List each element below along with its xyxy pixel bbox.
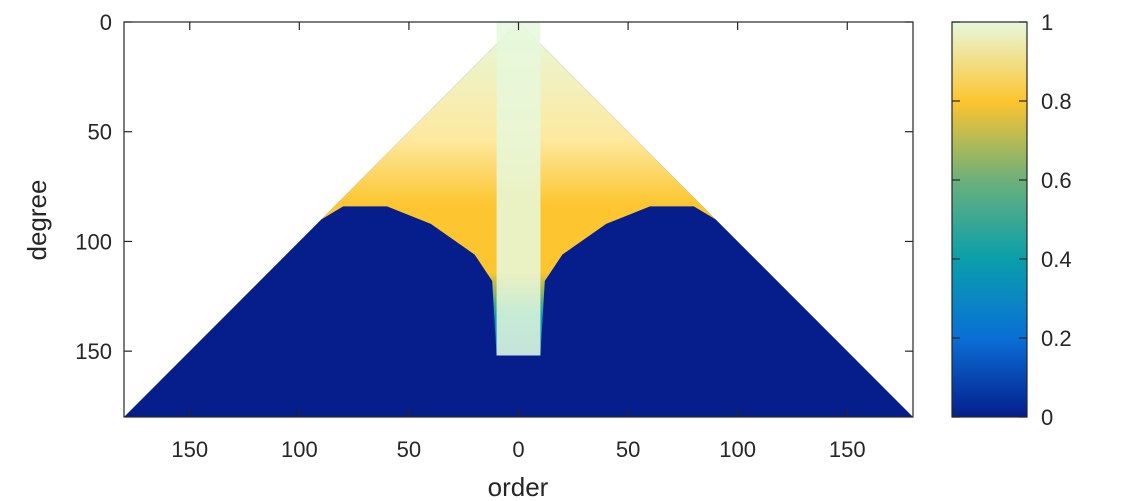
y-tick-label: 150 [75, 339, 112, 364]
colorbar-frame [951, 21, 1028, 418]
x-tick-label: 150 [171, 437, 208, 462]
y-tick-label: 50 [88, 120, 112, 145]
colorbar-tick-label: 0.6 [1041, 168, 1072, 193]
x-tick-label: 100 [719, 437, 756, 462]
x-axis-label: order [488, 472, 549, 501]
colorbar-tick-label: 0.2 [1041, 326, 1072, 351]
x-tick-label: 0 [512, 437, 524, 462]
y-tick-label: 100 [75, 229, 112, 254]
colorbar-tick-label: 0.4 [1041, 247, 1072, 272]
y-tick-label: 0 [100, 10, 112, 35]
colorbar-tick-label: 0 [1041, 405, 1053, 430]
axis-ticks: 150 100 50 0 50 100 150 0 50 100 150 [75, 10, 913, 462]
central-column [496, 22, 541, 356]
heatmap-layer [124, 22, 913, 417]
x-tick-label: 100 [281, 437, 318, 462]
x-tick-label: 150 [829, 437, 866, 462]
x-tick-label: 50 [616, 437, 640, 462]
colorbar-tick-label: 1 [1041, 10, 1053, 35]
x-tick-label: 50 [397, 437, 421, 462]
colorbar-tick-label: 0.8 [1041, 89, 1072, 114]
colorbar-gradient [952, 22, 1027, 417]
y-axis-label: degree [22, 180, 52, 261]
colorbar-ticks: 0 0.2 0.4 0.6 0.8 1 [952, 10, 1072, 430]
colorbar: 0 0.2 0.4 0.6 0.8 1 [951, 10, 1072, 430]
